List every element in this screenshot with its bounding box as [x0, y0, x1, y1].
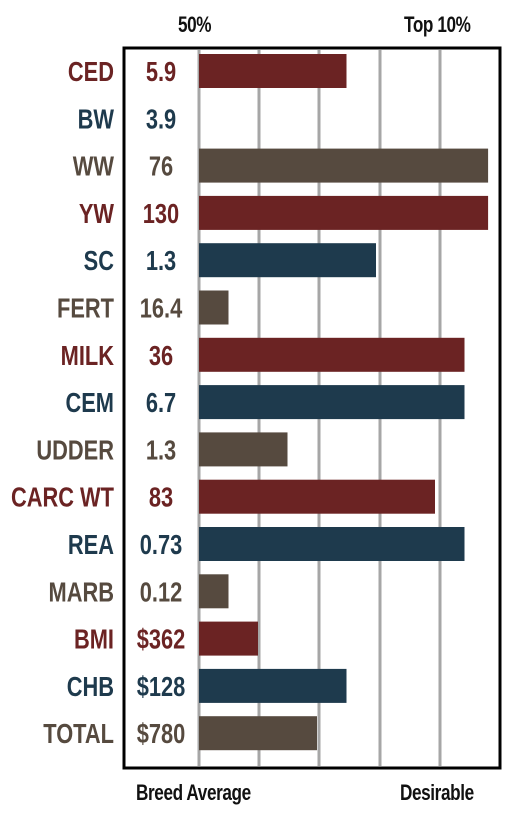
trait-label-marb: MARB — [49, 577, 114, 608]
value-label-cem: 6.7 — [146, 388, 176, 419]
footer-breed-average-label: Breed Average — [136, 780, 251, 805]
bar-carc-wt — [199, 479, 435, 514]
bar-total — [199, 716, 317, 751]
value-label-ww: 76 — [149, 151, 173, 182]
value-label-milk: 36 — [149, 340, 173, 371]
trait-label-sc: SC — [84, 246, 114, 277]
bar-ww — [199, 148, 489, 183]
trait-label-bw: BW — [78, 104, 115, 135]
bar-chb — [199, 668, 347, 703]
bar-fert — [199, 290, 229, 325]
bar-marb — [199, 574, 229, 609]
value-label-sc: 1.3 — [146, 246, 176, 277]
value-label-yw: 130 — [143, 198, 179, 229]
value-label-rea: 0.73 — [140, 529, 183, 560]
value-label-marb: 0.12 — [140, 577, 182, 608]
value-label-total: $780 — [137, 719, 186, 750]
trait-label-milk: MILK — [61, 340, 114, 371]
bar-ced — [199, 54, 347, 88]
value-label-bw: 3.9 — [146, 104, 176, 135]
trait-label-total: TOTAL — [43, 719, 114, 750]
value-label-ced: 5.9 — [146, 56, 176, 87]
header-top-10-label: Top 10% — [404, 12, 471, 37]
bar-rea — [199, 527, 465, 561]
trait-label-ced: CED — [68, 56, 114, 87]
value-label-carc-wt: 83 — [149, 482, 173, 513]
trait-label-ww: WW — [73, 151, 114, 182]
trait-label-carc-wt: CARC WT — [11, 482, 115, 513]
bar-cem — [199, 385, 465, 420]
bar-milk — [199, 337, 465, 372]
bar-bmi — [199, 621, 258, 656]
footer-desirable-label: Desirable — [400, 780, 474, 805]
value-label-fert: 16.4 — [140, 293, 183, 324]
value-label-udder: 1.3 — [146, 435, 176, 466]
bar-yw — [199, 195, 489, 230]
trait-label-chb: CHB — [67, 671, 114, 702]
header-50-percent-label: 50% — [178, 12, 212, 37]
trait-label-fert: FERT — [57, 293, 115, 324]
value-label-chb: $128 — [137, 671, 186, 702]
bar-udder — [199, 432, 288, 467]
value-label-bmi: $362 — [137, 624, 186, 655]
trait-label-bmi: BMI — [74, 624, 114, 655]
trait-label-rea: REA — [68, 529, 114, 560]
trait-label-udder: UDDER — [36, 435, 114, 466]
bar-sc — [199, 243, 376, 278]
trait-label-cem: CEM — [65, 388, 114, 419]
chart-frame — [122, 46, 502, 770]
trait-label-yw: YW — [79, 198, 114, 229]
